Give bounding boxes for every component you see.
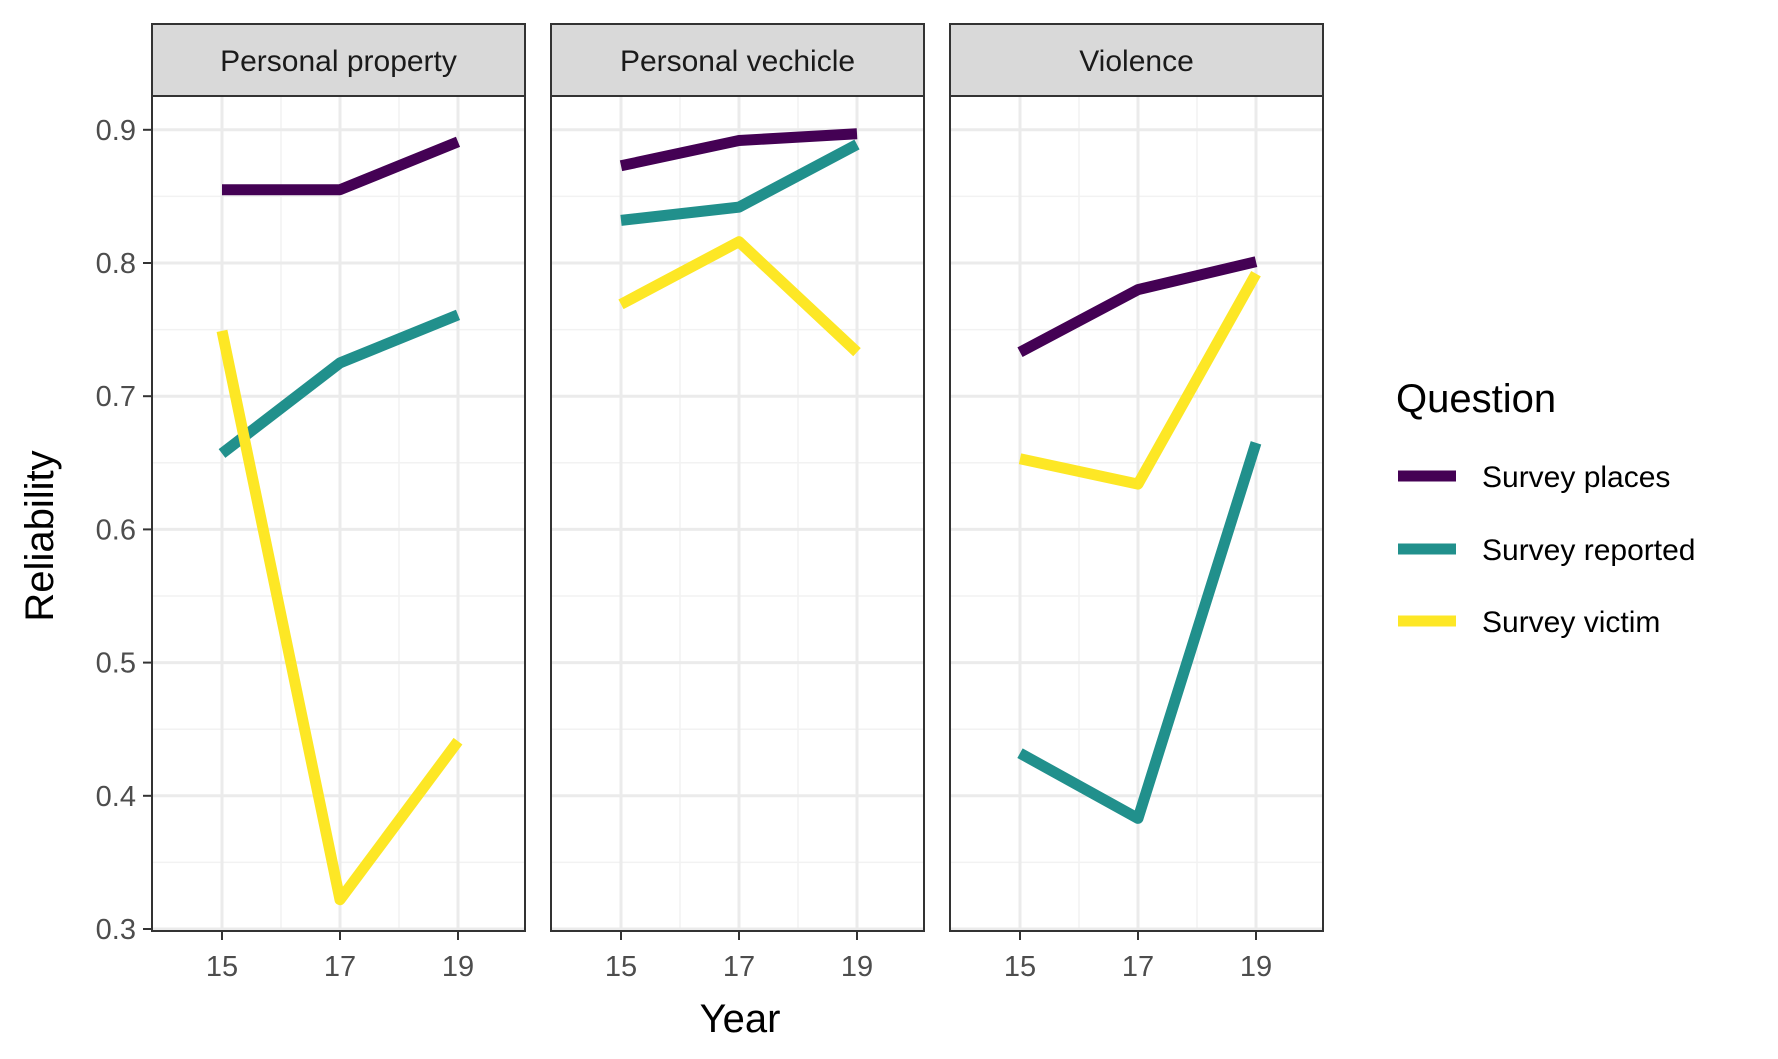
- x-axis-title: Year: [700, 997, 781, 1041]
- x-tick-label: 15: [206, 951, 238, 983]
- panel-strip: [151, 23, 526, 97]
- legend-label: Survey reported: [1482, 534, 1695, 567]
- panel-3: Violence 15 17 19: [949, 23, 1324, 983]
- y-tick-label: 0.5: [96, 648, 136, 680]
- y-axis-title: Reliability: [18, 450, 62, 621]
- legend-item: Survey places: [1398, 461, 1670, 494]
- x-tick-label: 17: [723, 951, 755, 983]
- panel-strip-label: Personal vechicle: [620, 45, 855, 78]
- panel-1: Personal property 15 17 19: [151, 23, 526, 983]
- legend-item: Survey victim: [1398, 606, 1660, 639]
- series-line-survey-victim: [618, 236, 861, 357]
- panel-2: Personal vechicle 15 17 19: [550, 23, 925, 983]
- legend-label: Survey places: [1482, 461, 1670, 494]
- series-line-survey-reported: [620, 139, 860, 226]
- x-tick-label: 15: [605, 951, 637, 983]
- series-line-survey-places: [1017, 256, 1258, 358]
- y-tick-label: 0.8: [96, 248, 136, 280]
- y-axis: 0.3 0.4 0.5 0.6 0.7 0.8 0.9: [96, 115, 152, 946]
- series-line-survey-reported: [1017, 441, 1262, 824]
- x-tick-label: 17: [324, 951, 356, 983]
- legend: Question Survey places Survey reported Sur…: [1396, 377, 1695, 639]
- x-tick-label: 19: [841, 951, 873, 983]
- series-line-survey-reported: [218, 309, 461, 458]
- y-tick-label: 0.3: [96, 914, 136, 946]
- x-tick-label: 19: [1240, 951, 1272, 983]
- panel-strip-label: Personal property: [220, 45, 457, 78]
- x-tick-label: 17: [1122, 951, 1154, 983]
- panel-strip: [949, 23, 1324, 97]
- panel-strip-label: Violence: [1079, 45, 1194, 78]
- y-tick-label: 0.6: [96, 514, 136, 546]
- series-line-survey-victim: [216, 329, 463, 906]
- legend-label: Survey victim: [1482, 606, 1660, 639]
- legend-item: Survey reported: [1398, 534, 1695, 567]
- y-tick-label: 0.4: [96, 781, 136, 813]
- series-line-survey-places: [222, 136, 461, 196]
- x-tick-label: 19: [442, 951, 474, 983]
- y-tick-label: 0.7: [96, 381, 136, 413]
- x-tick-label: 15: [1004, 951, 1036, 983]
- series-line-survey-victim: [1018, 271, 1261, 490]
- y-tick-label: 0.9: [96, 115, 136, 147]
- legend-title: Question: [1396, 377, 1556, 421]
- series-line-survey-places: [619, 128, 858, 172]
- panel-strip: [550, 23, 925, 97]
